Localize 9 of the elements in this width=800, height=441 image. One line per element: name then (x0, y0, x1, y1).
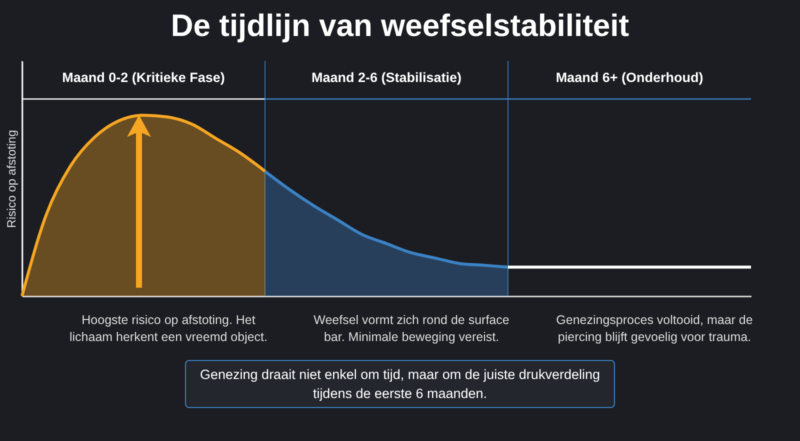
y-axis-title: Risico op afstoting (4, 130, 18, 228)
text: Maand 2-6 (Stabilisatie) (311, 70, 462, 85)
text: Genezing draait niet enkel om tijd, maar om de juiste drukverdeling tijdens de eerste 6 maanden. (185, 360, 615, 408)
text: Hoogste risico op afstoting. Het lichaam herkent een vreemd object. (68, 312, 269, 346)
text: Weefsel vormt zich rond de surface bar. Minimale beweging vereist. (312, 312, 510, 346)
text: Maand 0-2 (Kritieke Fase) (62, 70, 225, 85)
chart-title: De tijdlijn van weefselstabiliteit (170, 7, 630, 45)
text: Maand 6+ (Onderhoud) (556, 70, 704, 85)
text: Genezingsproces voltooid, maar de piercing blijft gevoelig voor trauma. (555, 312, 754, 346)
